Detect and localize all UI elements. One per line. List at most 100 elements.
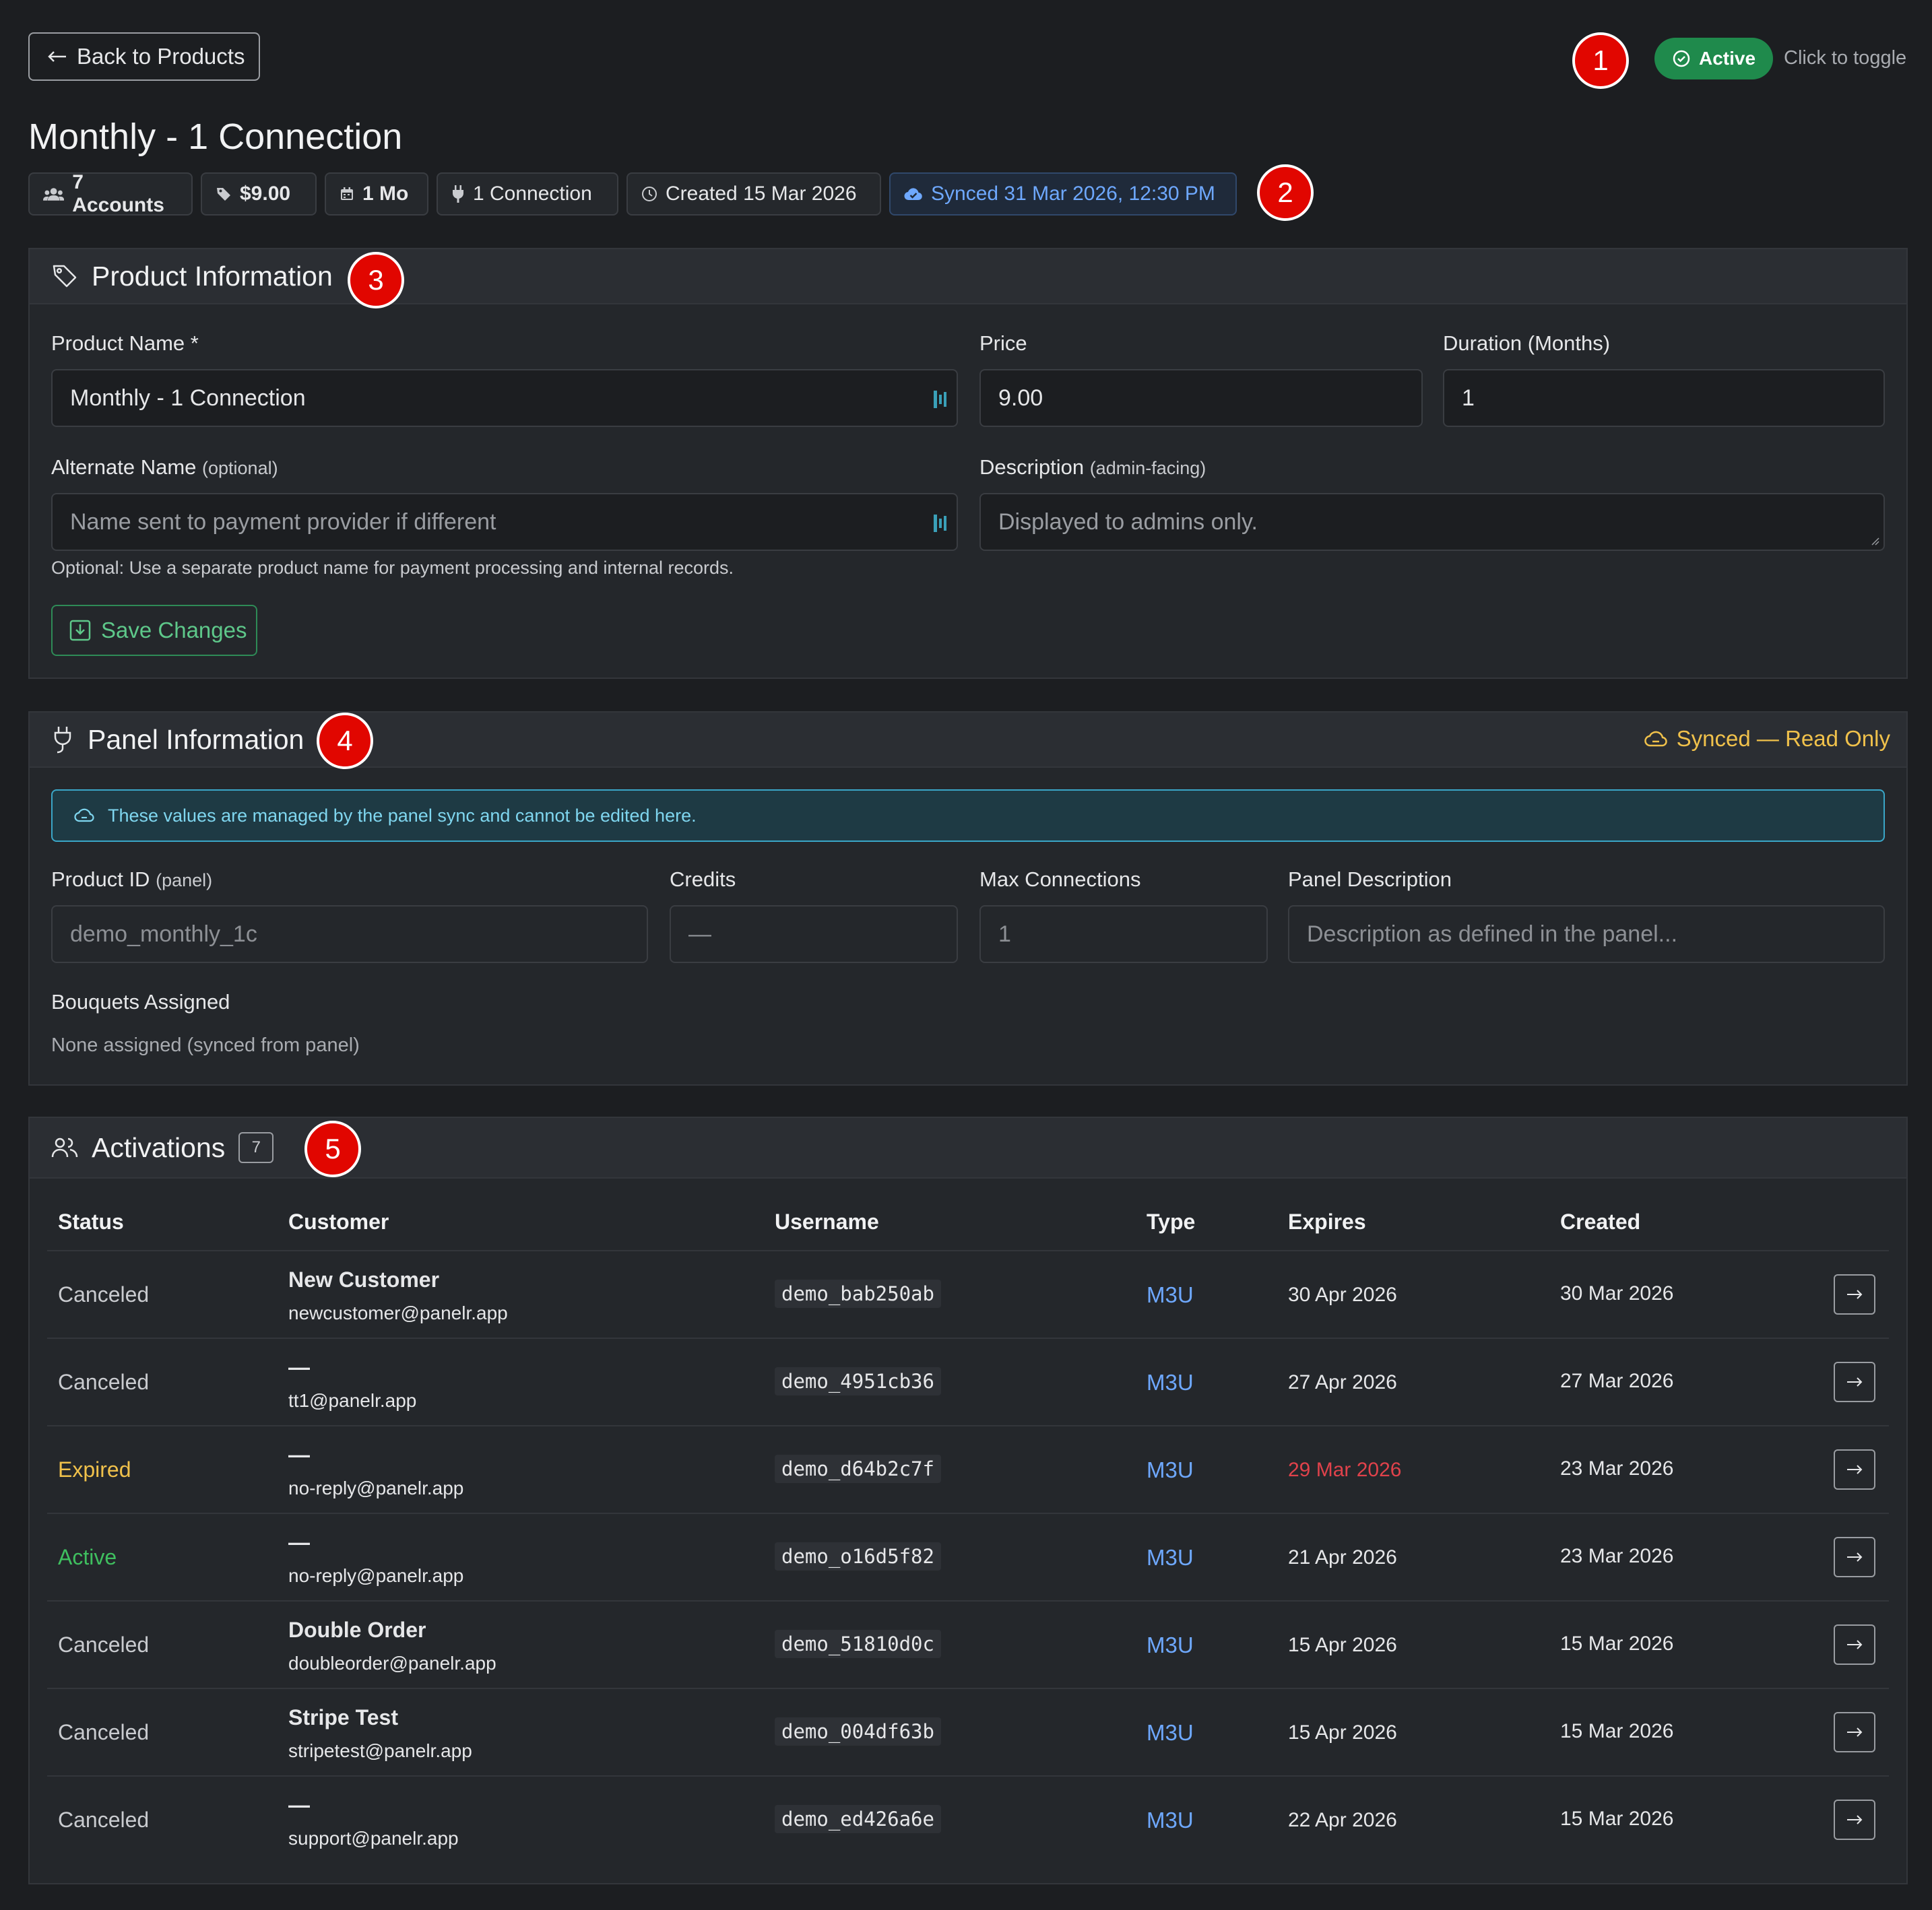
password-manager-icon[interactable] (932, 389, 948, 409)
column-header-expires[interactable]: Expires (1288, 1210, 1366, 1234)
arrow-right-icon (1847, 1815, 1863, 1824)
row-status: Active (58, 1545, 117, 1569)
annotation-marker-5: 5 (304, 1121, 361, 1177)
column-header-username[interactable]: Username (775, 1210, 879, 1234)
row-created: 27 Mar 2026 (1560, 1370, 1674, 1392)
row-open-button[interactable] (1834, 1362, 1875, 1402)
row-type-link[interactable]: M3U (1147, 1282, 1194, 1307)
row-status: Canceled (58, 1720, 150, 1744)
users-outline-icon (51, 1138, 78, 1158)
row-customer-email: support@panelr.app (288, 1828, 459, 1849)
price-input[interactable]: 9.00 (979, 369, 1423, 427)
table-row[interactable]: Expired — no-reply@panelr.app demo_d64b2c7f… (47, 1425, 1889, 1514)
table-row[interactable]: Canceled — support@panelr.app demo_ed426a6e… (47, 1775, 1889, 1864)
row-type-link[interactable]: M3U (1147, 1633, 1194, 1657)
back-to-products-button[interactable]: Back to Products (28, 32, 260, 81)
panel-description-field: Description as defined in the panel... (1288, 905, 1885, 963)
product-id-label: Product ID (panel) (51, 867, 212, 892)
row-open-button[interactable] (1834, 1274, 1875, 1315)
product-information-header: Product Information (30, 249, 1906, 304)
column-header-customer[interactable]: Customer (288, 1210, 389, 1234)
row-customer-email: no-reply@panelr.app (288, 1478, 464, 1499)
max-connections-field: 1 (979, 905, 1268, 963)
cloud-icon (1644, 731, 1667, 747)
row-type-link[interactable]: M3U (1147, 1545, 1194, 1570)
table-row[interactable]: Active — no-reply@panelr.app demo_o16d5f82 M… (47, 1513, 1889, 1602)
row-created: 15 Mar 2026 (1560, 1633, 1674, 1655)
row-username: demo_004df63b (775, 1717, 941, 1746)
row-username: demo_ed426a6e (775, 1805, 941, 1833)
credits-field: — (670, 905, 958, 963)
row-expires: 30 Apr 2026 (1288, 1284, 1397, 1306)
bouquets-label: Bouquets Assigned (51, 990, 230, 1014)
activations-card: Activations 7 (28, 1117, 1908, 1884)
table-row[interactable]: Canceled New Customer newcustomer@panelr.a… (47, 1250, 1889, 1339)
resize-handle-icon[interactable] (1870, 536, 1879, 546)
synced-chip: Synced 31 Mar 2026, 12:30 PM (889, 172, 1237, 216)
row-expires: 27 Apr 2026 (1288, 1371, 1397, 1393)
row-type-link[interactable]: M3U (1147, 1808, 1194, 1833)
row-customer-email: no-reply@panelr.app (288, 1565, 464, 1586)
description-hint: (admin-facing) (1089, 458, 1206, 478)
tag-icon (217, 188, 230, 201)
row-created: 23 Mar 2026 (1560, 1457, 1674, 1480)
status-toggle-button[interactable]: Active (1654, 38, 1773, 79)
row-open-button[interactable] (1834, 1537, 1875, 1577)
alternate-name-label-text: Alternate Name (51, 455, 197, 479)
table-row[interactable]: Canceled Stripe Test stripetest@panelr.app… (47, 1688, 1889, 1777)
row-created: 30 Mar 2026 (1560, 1282, 1674, 1305)
row-open-button[interactable] (1834, 1449, 1875, 1490)
plug-icon (453, 185, 463, 203)
alternate-name-input[interactable]: Name sent to payment provider if differe… (51, 493, 958, 551)
description-label: Description (admin-facing) (979, 455, 1206, 480)
row-expires: 15 Apr 2026 (1288, 1721, 1397, 1744)
row-created: 23 Mar 2026 (1560, 1545, 1674, 1567)
password-manager-icon[interactable] (932, 513, 948, 533)
arrow-left-icon (48, 51, 66, 62)
column-header-created[interactable]: Created (1560, 1210, 1641, 1234)
connections-value: 1 Connection (473, 183, 592, 205)
product-id-field: demo_monthly_1c (51, 905, 648, 963)
users-icon (43, 188, 65, 201)
row-status: Canceled (58, 1633, 150, 1657)
save-changes-button[interactable]: Save Changes (51, 605, 257, 656)
panel-information-header: Panel Information (30, 713, 1906, 768)
row-open-button[interactable] (1834, 1624, 1875, 1665)
row-type-link[interactable]: M3U (1147, 1720, 1194, 1745)
row-expires: 29 Mar 2026 (1288, 1459, 1402, 1481)
product-id-value: demo_monthly_1c (70, 921, 257, 947)
arrow-right-icon (1847, 1552, 1863, 1562)
row-open-button[interactable] (1834, 1712, 1875, 1752)
row-customer-name: — (288, 1793, 310, 1817)
row-customer-email: doubleorder@panelr.app (288, 1653, 496, 1674)
row-type-link[interactable]: M3U (1147, 1370, 1194, 1395)
back-label: Back to Products (77, 44, 245, 69)
column-header-type[interactable]: Type (1147, 1210, 1196, 1234)
row-status: Canceled (58, 1808, 150, 1832)
table-row[interactable]: Canceled Double Order doubleorder@panelr.a… (47, 1600, 1889, 1689)
column-header-status[interactable]: Status (58, 1210, 124, 1234)
row-status: Canceled (58, 1282, 150, 1307)
row-expires: 22 Apr 2026 (1288, 1809, 1397, 1831)
accounts-value: 7 Accounts (72, 171, 164, 216)
arrow-right-icon (1847, 1377, 1863, 1387)
row-status: Expired (58, 1457, 131, 1482)
product-name-input[interactable]: Monthly - 1 Connection (51, 369, 958, 427)
arrow-right-icon (1847, 1727, 1863, 1737)
calendar-icon (341, 187, 353, 200)
arrow-right-icon (1847, 1465, 1863, 1474)
row-customer-name: Double Order (288, 1618, 426, 1642)
row-created: 15 Mar 2026 (1560, 1720, 1674, 1742)
duration-input[interactable]: 1 (1443, 369, 1885, 427)
row-username: demo_51810d0c (775, 1630, 941, 1658)
row-username: demo_o16d5f82 (775, 1542, 941, 1571)
row-open-button[interactable] (1834, 1800, 1875, 1840)
table-row[interactable]: Canceled — tt1@panelr.app demo_4951cb36 M3U 2… (47, 1338, 1889, 1426)
check-circle-icon (1673, 50, 1690, 67)
price-value: $9.00 (240, 183, 291, 205)
row-type-link[interactable]: M3U (1147, 1457, 1194, 1482)
synced-value: Synced 31 Mar 2026, 12:30 PM (931, 183, 1215, 205)
max-connections-label: Max Connections (979, 867, 1141, 891)
page-title: Monthly - 1 Connection (28, 117, 403, 157)
description-textarea[interactable]: Displayed to admins only. (979, 493, 1885, 551)
